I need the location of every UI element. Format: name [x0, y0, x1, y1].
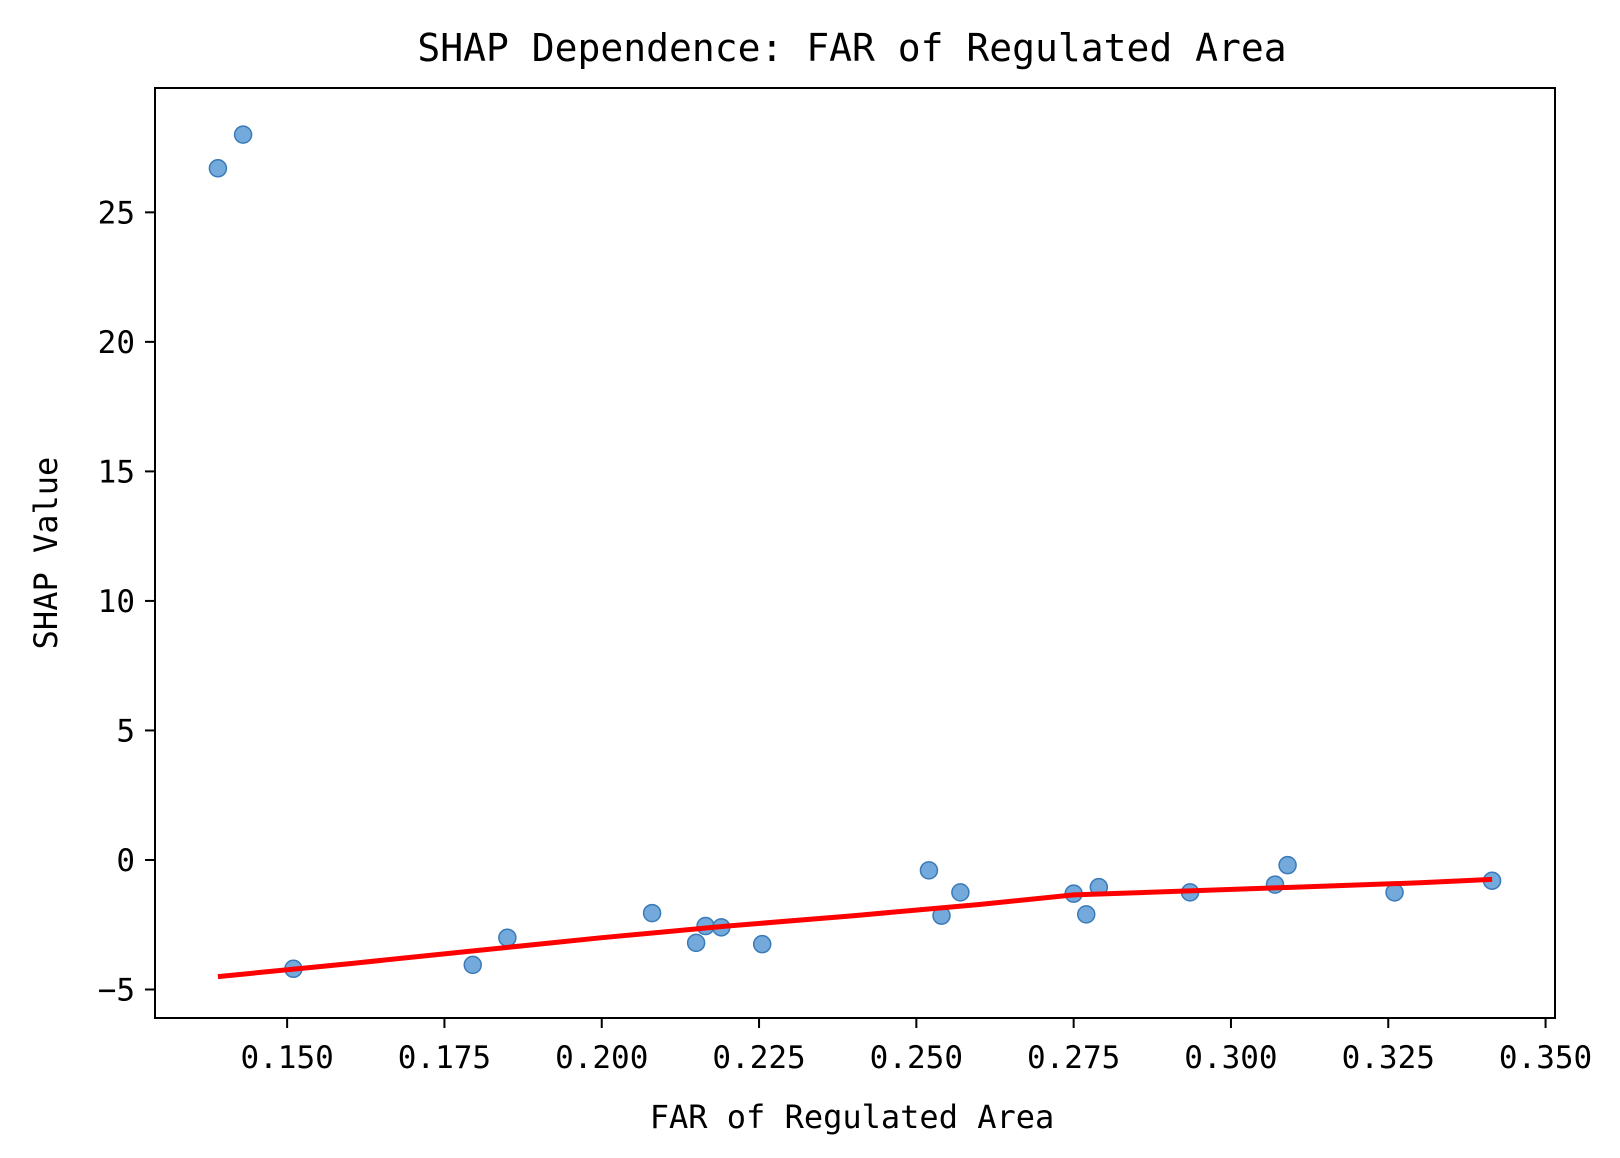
trend-line — [217, 876, 1493, 980]
x-tick-label: 0.250 — [870, 1040, 963, 1076]
scatter-point — [208, 159, 228, 178]
y-tick-label: 15 — [98, 454, 135, 490]
x-axis-label: FAR of Regulated Area — [650, 1098, 1055, 1136]
x-tick-label: 0.300 — [1184, 1040, 1277, 1076]
scatter-point — [642, 903, 662, 923]
chart-title: SHAP Dependence: FAR of Regulated Area — [417, 26, 1286, 70]
x-tick-label: 0.275 — [1027, 1040, 1120, 1076]
x-tick-label: 0.175 — [398, 1040, 491, 1076]
x-tick-label: 0.350 — [1499, 1040, 1592, 1076]
x-tick-label: 0.225 — [712, 1040, 805, 1076]
y-tick-label: 25 — [98, 195, 135, 231]
y-axis-ticks: −5 0 5 10 15 20 25 — [98, 195, 155, 1009]
plot-area — [155, 88, 1555, 1018]
y-tick-label: 10 — [98, 584, 135, 620]
plot-frame — [154, 87, 1556, 1019]
scatter-point — [951, 883, 970, 902]
scatter-point — [1385, 883, 1404, 902]
scatter-point — [1278, 855, 1297, 875]
scatter-point — [463, 955, 483, 975]
x-tick-label: 0.325 — [1342, 1040, 1435, 1076]
scatter-point — [686, 933, 706, 953]
scatter-point — [233, 125, 253, 144]
scatter-point — [919, 861, 939, 880]
y-tick-label: 0 — [116, 843, 135, 879]
scatter-point — [498, 928, 517, 947]
x-tick-label: 0.150 — [240, 1040, 333, 1076]
y-tick-label: −5 — [98, 973, 135, 1009]
x-axis-ticks: 0.150 0.175 0.200 0.225 0.250 0.275 0.300 0.325… — [240, 1018, 1592, 1076]
scatter-point — [752, 934, 772, 954]
trend-line-path — [217, 876, 1493, 980]
y-tick-label: 20 — [98, 325, 135, 361]
x-tick-label: 0.200 — [555, 1040, 648, 1076]
y-tick-label: 5 — [116, 713, 135, 749]
scatter-point — [1076, 905, 1096, 924]
y-axis-label: SHAP Value — [27, 457, 65, 650]
